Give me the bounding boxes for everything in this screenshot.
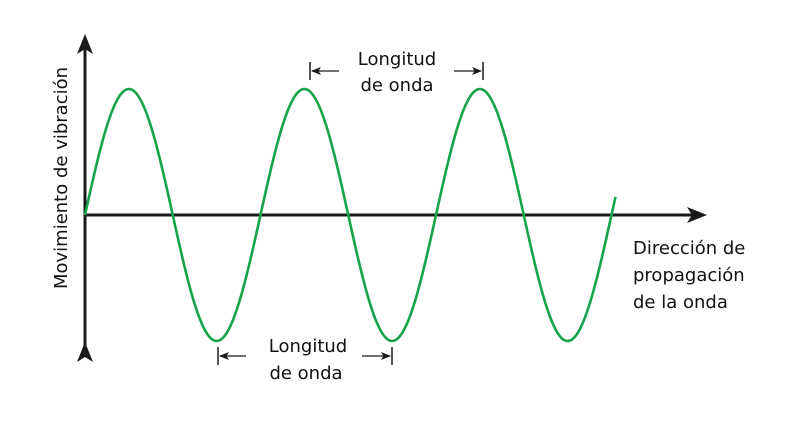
wavelength-label-top-line-2: de onda — [360, 75, 433, 96]
wavelength-marker-top — [309, 62, 484, 80]
wavelength-label-bottom-line-2: de onda — [269, 363, 342, 384]
wavelength-marker-bottom — [217, 347, 393, 365]
sine-wave — [83, 87, 617, 343]
x-axis-label-line-1: Dirección de — [633, 238, 745, 259]
wavelength-label-bottom-line-1: Longitud — [269, 336, 347, 357]
wavelength-label-top-line-1: Longitud — [358, 49, 436, 70]
y-axis-label: Movimiento de vibración — [51, 67, 72, 289]
x-axis-label-line-3: de la onda — [633, 292, 728, 313]
x-axis-label-line-2: propagación — [633, 265, 745, 286]
